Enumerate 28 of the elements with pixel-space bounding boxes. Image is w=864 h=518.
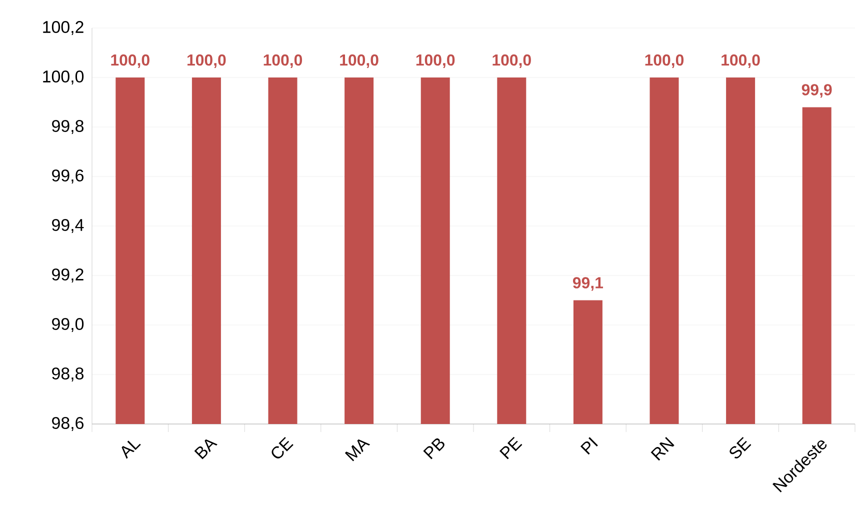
data-label: 99,9 (802, 84, 832, 98)
y-tick-label: 98,6 (52, 417, 84, 431)
y-tick-label: 99,6 (52, 170, 84, 184)
data-label: 99,1 (572, 277, 604, 291)
x-tick-label: BA (194, 439, 218, 460)
x-tick-label: MA (344, 439, 370, 462)
data-label: 100,0 (645, 54, 684, 68)
data-label: 100,0 (722, 54, 760, 68)
y-tick-label: 99,0 (52, 318, 84, 332)
x-tick-label: PE (499, 436, 522, 460)
x-tick-label: RN (650, 437, 674, 461)
y-tick-label: 100,2 (43, 21, 84, 35)
data-label: 100,0 (111, 54, 150, 68)
x-tick-label: AL (122, 440, 141, 459)
y-tick-label: 99,2 (52, 268, 84, 282)
x-tick-label: PB (423, 438, 444, 460)
data-label: 100,0 (188, 54, 226, 68)
x-tick-label: SE (730, 436, 752, 458)
y-tick-label: 98,8 (52, 368, 84, 382)
data-label: 100,0 (264, 54, 302, 68)
x-tick-label: CE (272, 436, 294, 458)
data-label: 100,0 (416, 54, 455, 68)
data-label: 100,0 (340, 54, 378, 68)
y-tick-label: 99,4 (52, 219, 84, 233)
x-tick-label: PI (580, 437, 598, 455)
data-label: 100,0 (492, 54, 531, 68)
y-tick-label: 99,8 (52, 120, 84, 134)
y-tick-label: 100,0 (43, 70, 84, 84)
